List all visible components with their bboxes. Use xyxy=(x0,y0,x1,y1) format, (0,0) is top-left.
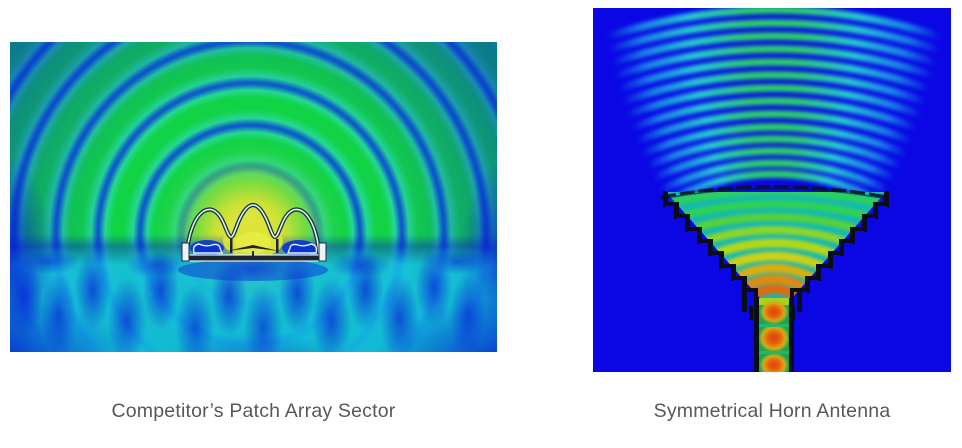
patch-array-simulation-image xyxy=(10,42,497,352)
patch-array-caption: Competitor’s Patch Array Sector xyxy=(111,400,396,422)
waveguide-hotspots xyxy=(760,301,788,372)
horn-aperture-line xyxy=(660,185,888,200)
horn-antenna-drawing xyxy=(593,8,951,372)
patch-array-antenna-structure xyxy=(178,202,328,281)
patch-array-radome xyxy=(184,202,322,255)
patch-array-base-plate xyxy=(181,239,327,262)
waveguide-feed xyxy=(754,298,794,372)
horn-radiated-wavefronts xyxy=(602,8,946,205)
horn-corrugation-ticks xyxy=(663,191,889,293)
patch-array-feed-element xyxy=(227,245,279,251)
horn-antenna-caption: Symmetrical Horn Antenna xyxy=(653,400,891,422)
horn-antenna-simulation-image xyxy=(593,8,951,372)
